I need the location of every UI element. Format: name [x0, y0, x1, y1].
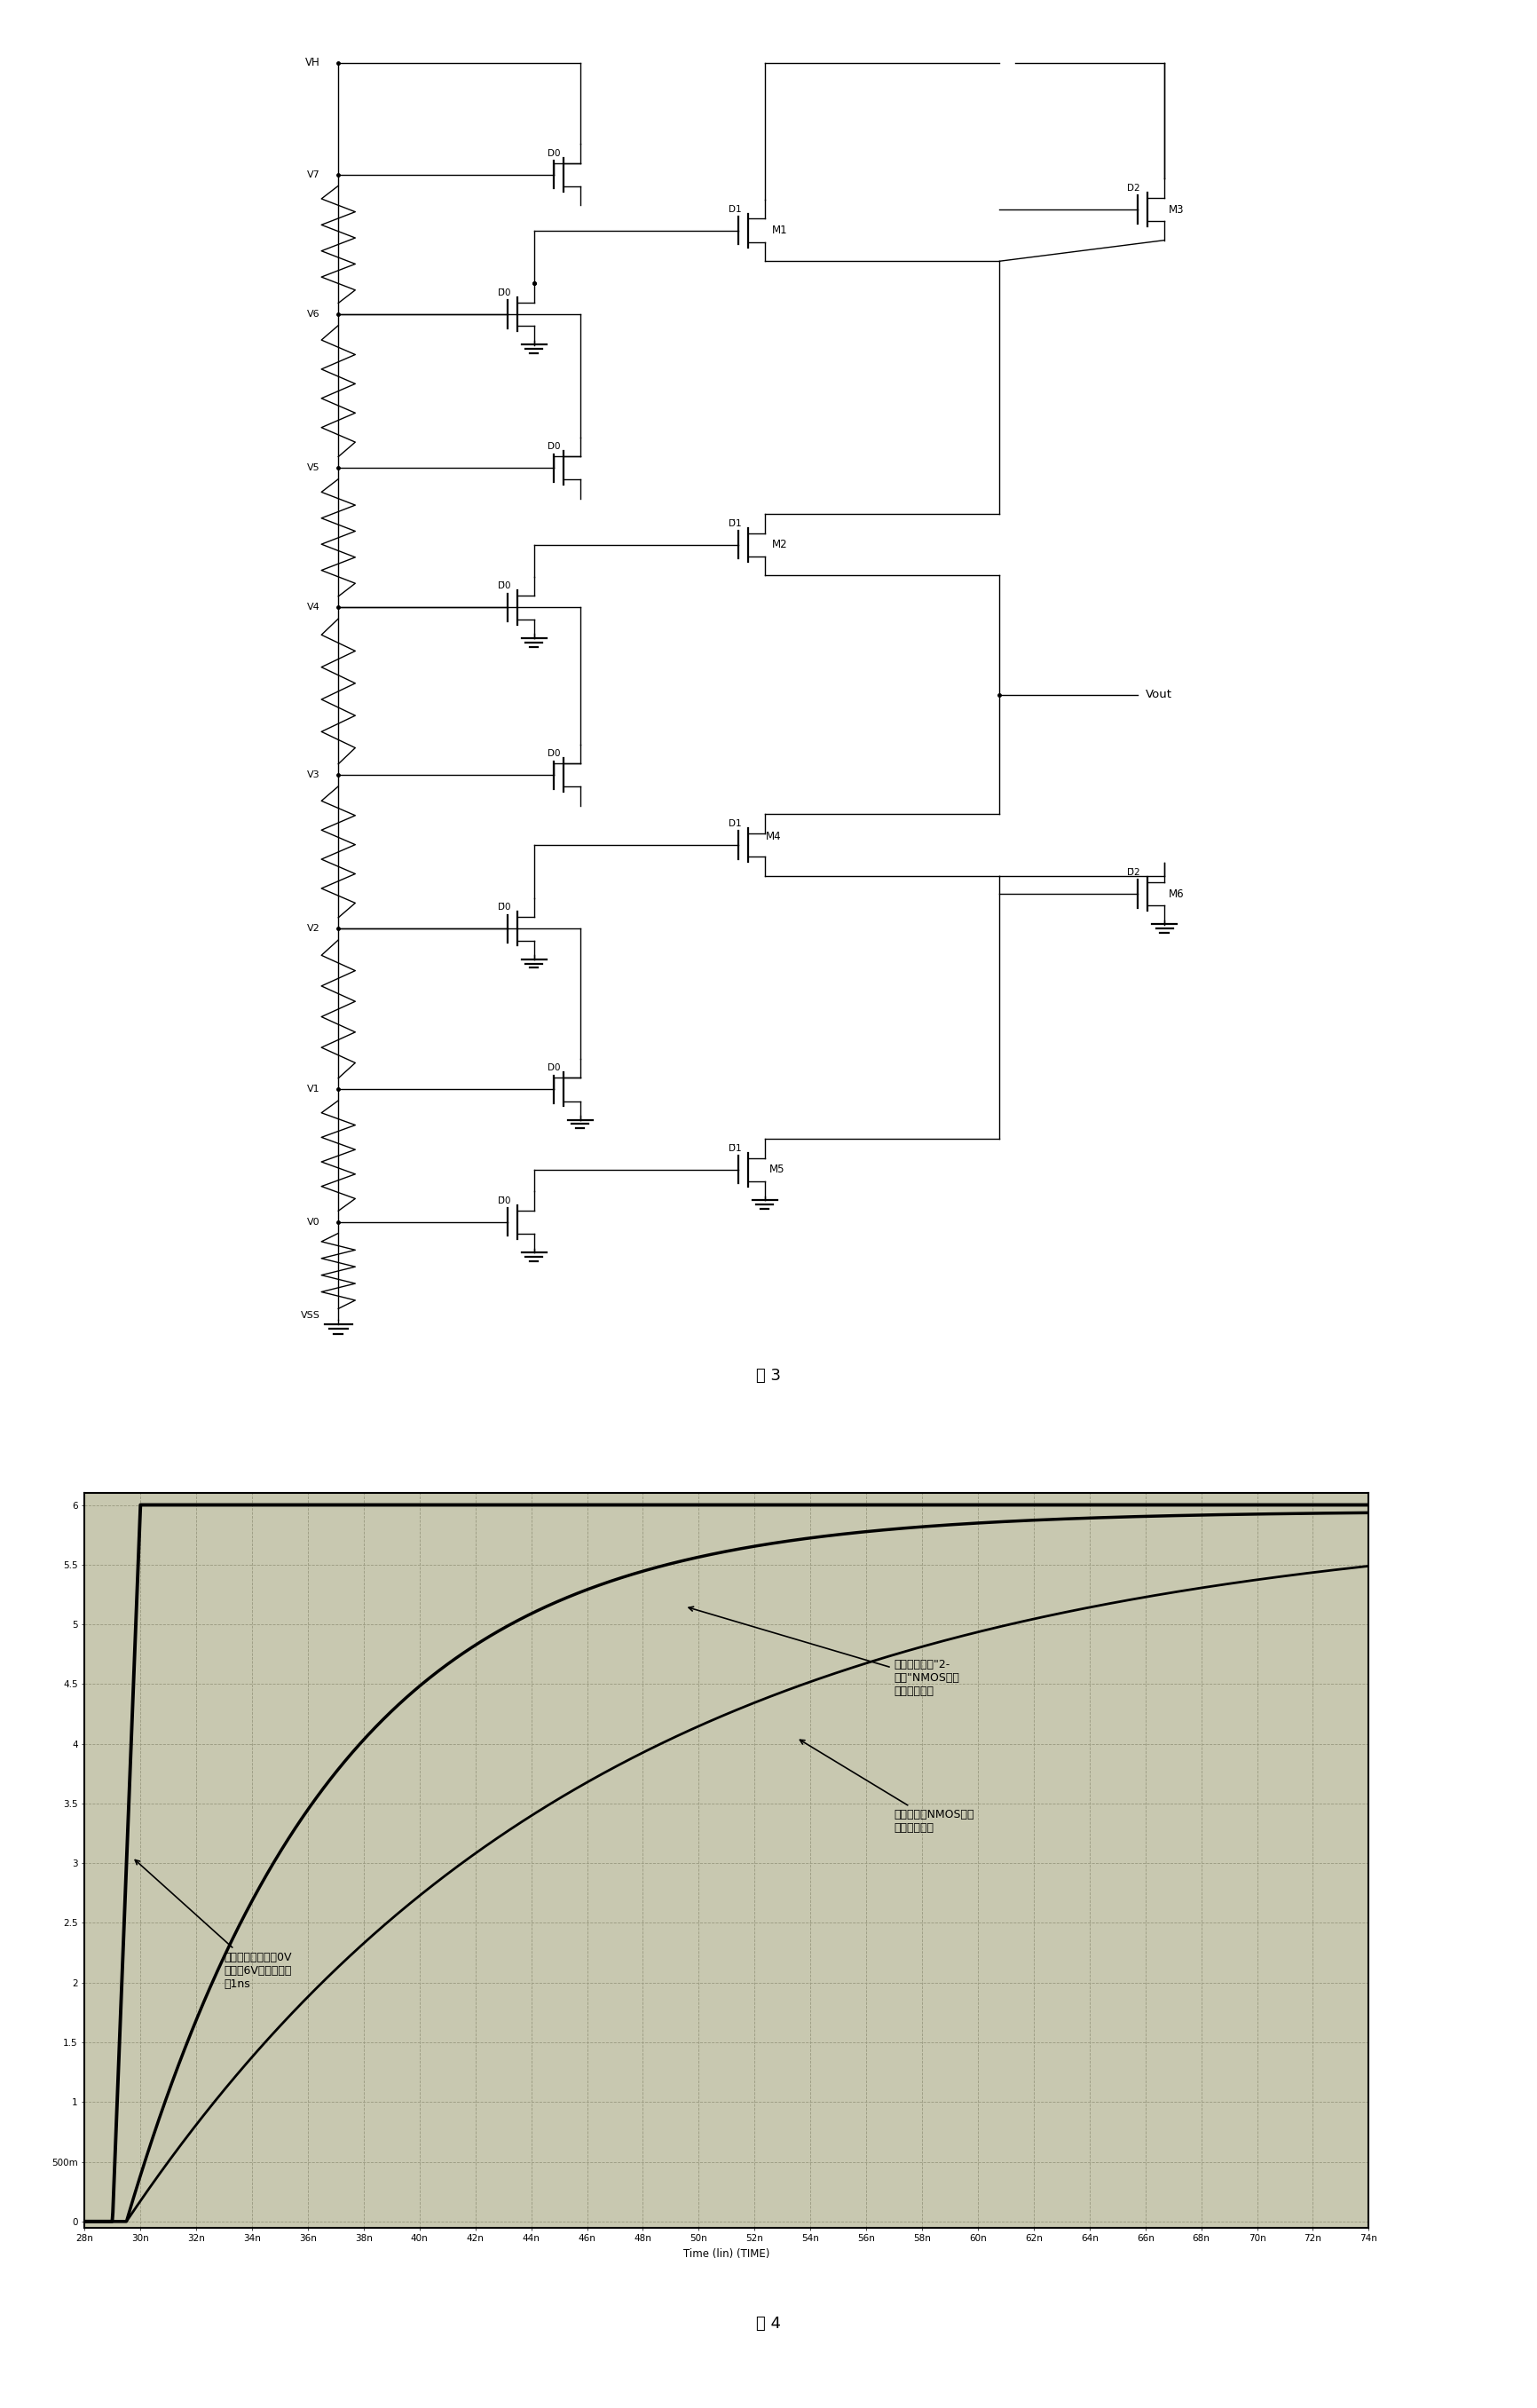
Text: D0: D0: [547, 149, 559, 157]
Text: D̄0: D̄0: [498, 583, 510, 590]
Text: D1: D1: [729, 205, 741, 214]
Text: D̄1: D̄1: [729, 518, 741, 527]
Text: M4: M4: [765, 831, 781, 843]
Text: VSS: VSS: [300, 1310, 320, 1320]
Text: V6: V6: [307, 311, 320, 318]
Text: M1: M1: [772, 224, 787, 236]
Text: V2: V2: [306, 925, 320, 934]
Text: 阶跃信号输入：由0V
阶跃到6V，上升时间
为1ns: 阶跃信号输入：由0V 阶跃到6V，上升时间 为1ns: [135, 1859, 292, 1989]
Text: D̄0: D̄0: [498, 289, 510, 296]
Text: D̄2: D̄2: [1127, 867, 1139, 877]
Text: V3: V3: [307, 771, 320, 780]
Text: M3: M3: [1168, 205, 1183, 214]
Text: D2: D2: [1127, 183, 1139, 193]
Text: V5: V5: [307, 462, 320, 472]
Text: D0: D0: [547, 1064, 559, 1072]
Text: D̄1: D̄1: [729, 1144, 741, 1153]
Text: 本发明技术下"2-
阈值"NMOS开关
网络延时曲线: 本发明技术下"2- 阈值"NMOS开关 网络延时曲线: [689, 1606, 959, 1698]
X-axis label: Time (lin) (TIME): Time (lin) (TIME): [682, 2249, 770, 2259]
Text: VH: VH: [304, 58, 320, 67]
Text: Vout: Vout: [1145, 689, 1171, 701]
Text: V7: V7: [306, 171, 320, 178]
Text: D̄0: D̄0: [498, 903, 510, 913]
Text: 图 3: 图 3: [756, 1368, 781, 1385]
Text: D1: D1: [729, 819, 741, 828]
Text: 现有技术下NMOS开关
网络延时曲线: 现有技术下NMOS开关 网络延时曲线: [799, 1741, 974, 1835]
Text: M5: M5: [768, 1163, 784, 1175]
Text: V1: V1: [307, 1086, 320, 1093]
Text: V0: V0: [307, 1218, 320, 1226]
Text: D̄0: D̄0: [498, 1197, 510, 1204]
Text: M2: M2: [772, 539, 787, 551]
Text: M6: M6: [1168, 889, 1183, 901]
Text: D0: D0: [547, 443, 559, 450]
Text: D0: D0: [547, 749, 559, 759]
Text: 图 4: 图 4: [756, 2316, 781, 2331]
Text: V4: V4: [306, 602, 320, 612]
